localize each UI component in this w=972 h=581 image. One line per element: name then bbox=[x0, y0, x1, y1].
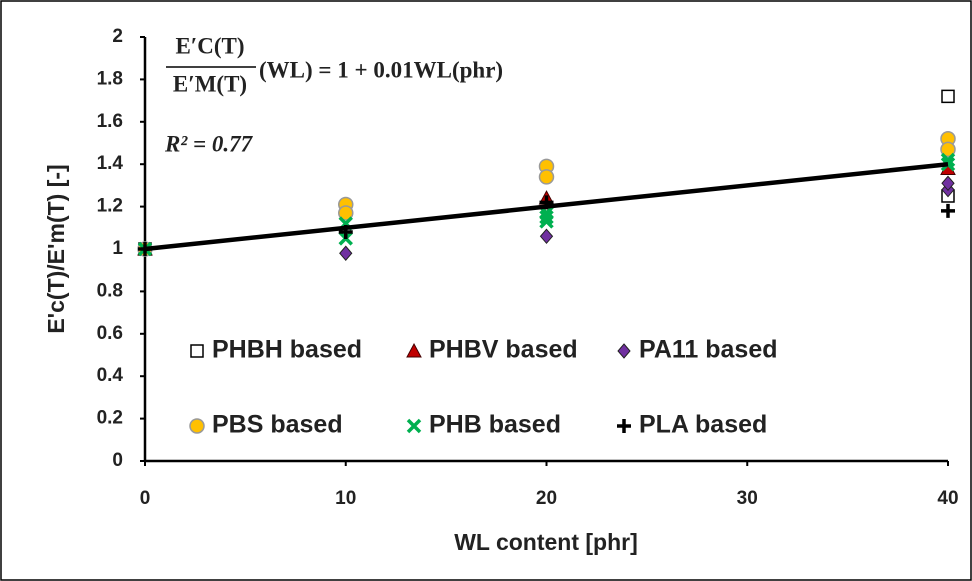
legend-label: PHB based bbox=[429, 411, 561, 439]
r-squared: R² = 0.77 bbox=[164, 131, 254, 156]
legend-label: PHBV based bbox=[429, 336, 578, 364]
marker-plus bbox=[941, 203, 955, 218]
y-tick-label: 1.6 bbox=[97, 111, 123, 132]
x-tick-label: 40 bbox=[937, 488, 958, 509]
y-tick-label: 0.6 bbox=[97, 323, 123, 344]
y-tick-label: 0.2 bbox=[97, 408, 123, 429]
marker-diamond bbox=[539, 228, 554, 245]
marker-square bbox=[941, 89, 955, 104]
marker-diamond bbox=[339, 245, 353, 262]
equation-numerator: E′C(T) bbox=[175, 33, 244, 58]
marker-x bbox=[539, 209, 554, 225]
marker-x bbox=[539, 214, 554, 229]
x-tick-label: 30 bbox=[737, 488, 758, 509]
y-tick-label: 2 bbox=[112, 26, 123, 47]
marker-circle bbox=[338, 205, 354, 221]
y-tick-label: 1.4 bbox=[97, 153, 124, 174]
legend-label: PA11 based bbox=[639, 336, 778, 364]
fit-line bbox=[144, 161, 949, 252]
x-tick-label: 0 bbox=[140, 488, 151, 509]
x-tick-label: 20 bbox=[536, 488, 557, 509]
x-tick-label: 10 bbox=[335, 488, 356, 509]
y-tick-label: 0 bbox=[112, 450, 123, 471]
legend-marker bbox=[406, 342, 422, 358]
marker-circle bbox=[940, 141, 956, 158]
legend-label: PHBH based bbox=[212, 336, 362, 364]
equation-denominator: E′M(T) bbox=[173, 71, 247, 96]
y-tick-label: 0.8 bbox=[97, 280, 123, 301]
marker-circle bbox=[538, 169, 555, 185]
y-tick-label: 0.4 bbox=[97, 365, 124, 386]
legend-label: PLA based bbox=[639, 411, 767, 439]
equation-rhs: (WL) = 1 + 0.01WL(phr) bbox=[259, 57, 503, 82]
y-axis-title: E'c(T)/E'm(T) [-] bbox=[43, 164, 69, 333]
legend-marker bbox=[406, 418, 422, 434]
y-tick-label: 1.2 bbox=[97, 196, 123, 217]
legend-marker bbox=[617, 419, 631, 433]
legend-marker bbox=[189, 418, 205, 434]
y-tick-label: 1.8 bbox=[97, 68, 123, 89]
legend-marker bbox=[190, 344, 204, 358]
y-tick-label: 1 bbox=[112, 238, 123, 259]
x-axis-title: WL content [phr] bbox=[454, 529, 638, 555]
legend-label: PBS based bbox=[212, 411, 343, 439]
legend-marker bbox=[617, 343, 631, 359]
marker-diamond bbox=[941, 175, 955, 192]
